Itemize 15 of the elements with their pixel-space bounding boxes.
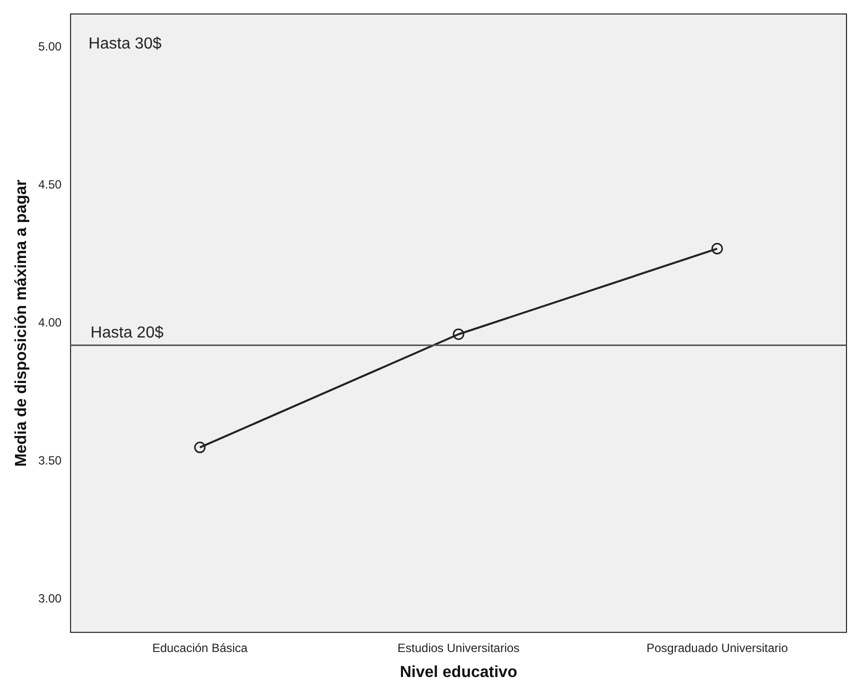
ref-line-label: Hasta 20$ — [90, 324, 164, 342]
x-axis-title: Nivel educativo — [400, 664, 518, 681]
y-axis-title: Media de disposición máxima a pagar — [13, 180, 30, 467]
y-tick-label: 4.00 — [38, 316, 62, 330]
x-tick-label: Educación Básica — [152, 640, 248, 655]
x-tick-label: Estudios Universitarios — [398, 640, 520, 655]
point — [194, 442, 206, 454]
y-tick-label: 3.50 — [38, 454, 62, 468]
point — [711, 242, 723, 254]
x-tick-label: Posgraduado Universitario — [646, 640, 788, 655]
point — [452, 328, 464, 340]
y-tick-label: 5.00 — [38, 39, 62, 54]
y-tick-label: 3.00 — [38, 592, 62, 606]
annotation: Hasta 30$ — [88, 35, 162, 52]
y-tick-label: 4.50 — [38, 177, 62, 192]
